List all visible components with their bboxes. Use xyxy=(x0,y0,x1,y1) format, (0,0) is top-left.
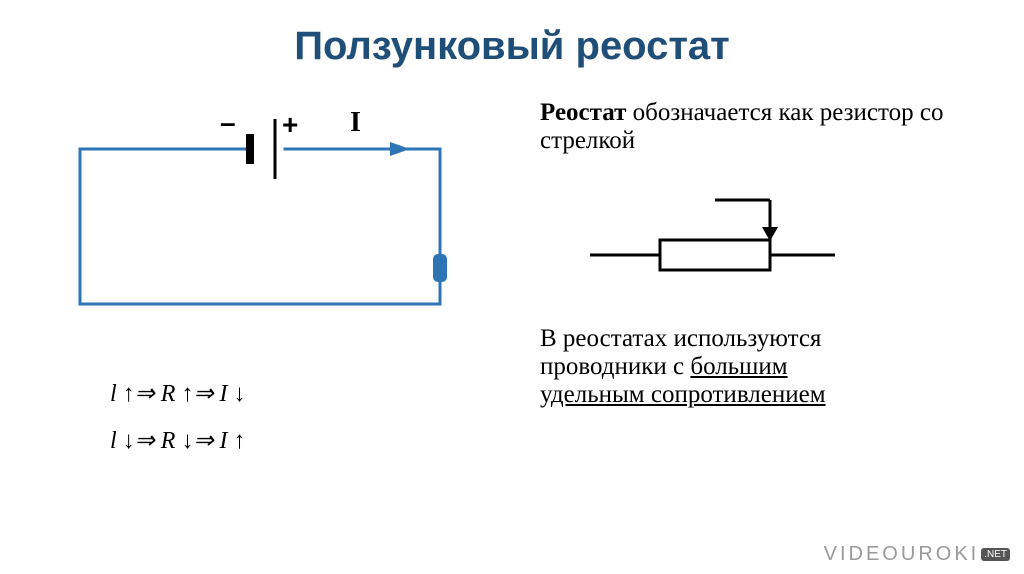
right-column: Реостат обозначается как резистор со стр… xyxy=(510,99,974,473)
watermark: VIDEOUROKI.NET xyxy=(824,543,1010,566)
left-column: – + I l ↑⇒ R ↑⇒ I ↓ l ↓⇒ R ↓⇒ I ↑ xyxy=(50,99,510,473)
rheostat-symbol xyxy=(580,185,840,295)
circuit-diagram: – + I xyxy=(50,109,470,339)
formula-line-1: l ↑⇒ R ↑⇒ I ↓ xyxy=(110,379,510,408)
formulas-block: l ↑⇒ R ↑⇒ I ↓ l ↓⇒ R ↓⇒ I ↑ xyxy=(50,379,510,455)
battery-plus-label: + xyxy=(282,109,298,141)
description-1: Реостат обозначается как резистор со стр… xyxy=(540,99,974,155)
watermark-part1: VIDEO xyxy=(824,543,901,565)
circuit-svg xyxy=(50,109,470,339)
description-2: В реостатах используются проводники с бо… xyxy=(540,325,974,409)
symbol-svg xyxy=(580,185,840,295)
desc1-bold: Реостат xyxy=(540,99,626,126)
watermark-net: .NET xyxy=(981,548,1010,561)
content-area: – + I l ↑⇒ R ↑⇒ I ↓ l ↓⇒ R ↓⇒ I ↑ Реоста… xyxy=(0,69,1024,473)
current-label: I xyxy=(350,107,361,139)
formula-line-2: l ↓⇒ R ↓⇒ I ↑ xyxy=(110,426,510,455)
desc2-line1: В реостатах используются xyxy=(540,325,821,352)
watermark-part2: UROKI xyxy=(901,543,979,565)
desc2-line3-underlined: удельным сопротивлением xyxy=(540,381,826,408)
desc2-line2-underlined: большим xyxy=(690,353,787,380)
battery-minus-label: – xyxy=(220,107,236,139)
desc2-line2-plain: проводники с xyxy=(540,353,690,380)
page-title: Ползунковый реостат xyxy=(0,0,1024,69)
